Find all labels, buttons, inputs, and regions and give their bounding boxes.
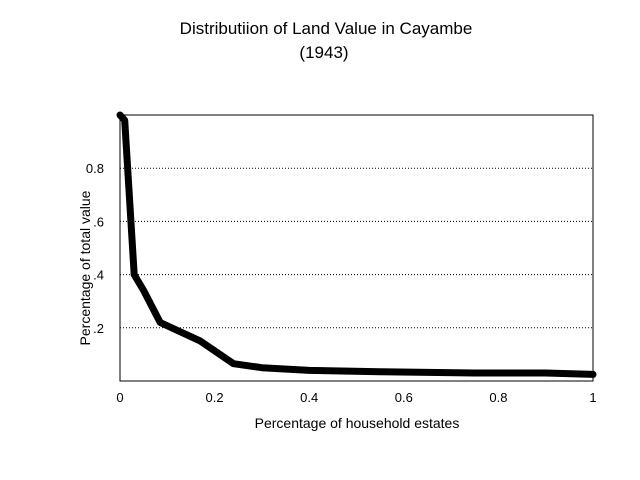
series-layer: [116, 111, 597, 378]
gridlines: [120, 167, 593, 329]
x-tick-label: 0.2: [206, 390, 224, 405]
x-tick-label: 1: [589, 390, 596, 405]
y-tick-label: .2: [93, 321, 104, 336]
y-tick-label: .6: [93, 214, 104, 229]
y-tick-label: 0.8: [86, 161, 104, 176]
y-axis-label: Percentage of total value: [77, 190, 93, 345]
series-line: [116, 111, 597, 378]
x-tick-label: 0: [116, 390, 123, 405]
chart-subtitle: (1943): [299, 43, 348, 62]
x-axis-label: Percentage of household estates: [255, 415, 460, 431]
x-tick-label: 0.6: [395, 390, 413, 405]
chart-title: Distributiion of Land Value in Cayambe: [180, 19, 473, 38]
plot-area: [119, 114, 594, 382]
y-axis-ticks: .2 .4 .6 0.8: [86, 161, 104, 336]
x-tick-label: 0.4: [300, 390, 318, 405]
x-tick-label: 0.8: [489, 390, 507, 405]
x-axis-ticks: 0 0.2 0.4 0.6 0.8 1: [116, 390, 596, 405]
y-tick-label: .4: [93, 268, 104, 283]
